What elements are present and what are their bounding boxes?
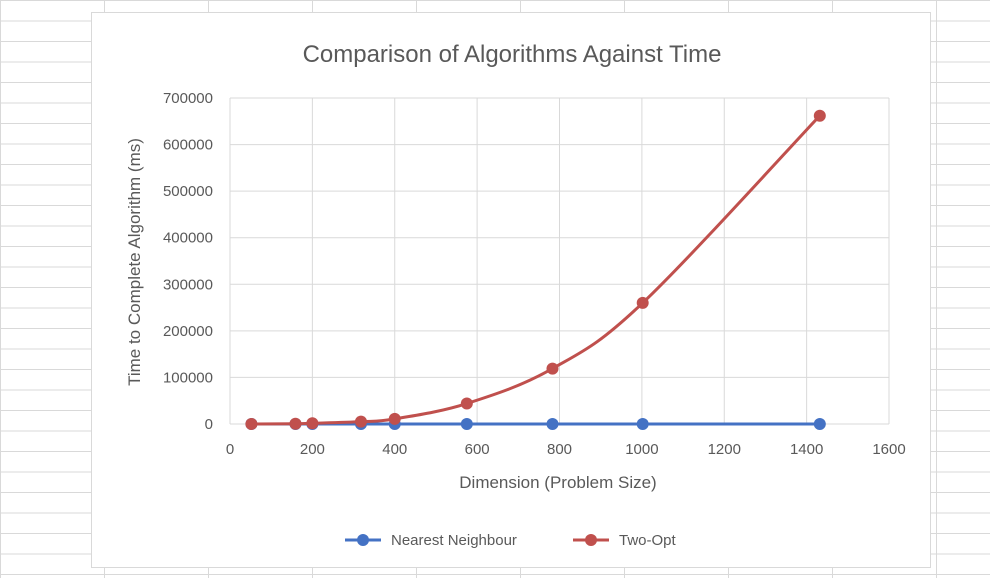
y-tick-label: 600000 <box>163 137 213 154</box>
y-tick-label: 300000 <box>163 276 213 293</box>
x-tick-label: 600 <box>465 441 490 458</box>
data-point-two-opt <box>354 415 367 428</box>
y-axis-title: Time to Complete Algorithm (ms) <box>125 138 144 386</box>
y-axis-ticks: 0 100000 200000 300000 400000 500000 600000 700… <box>163 90 213 433</box>
x-axis-title: Dimension (Problem Size) <box>459 473 656 492</box>
x-tick-label: 1200 <box>708 441 741 458</box>
x-tick-label: 800 <box>547 441 572 458</box>
y-tick-label: 700000 <box>163 90 213 107</box>
y-tick-label: 200000 <box>163 323 213 340</box>
legend-label-two-opt: Two-Opt <box>619 532 677 549</box>
legend-label-nearest-neighbour: Nearest Neighbour <box>391 532 517 549</box>
y-tick-label: 0 <box>205 416 213 433</box>
gridlines <box>229 97 890 425</box>
x-tick-label: 1000 <box>625 441 658 458</box>
legend-marker-two-opt <box>585 534 597 546</box>
legend-marker-nearest-neighbour <box>357 534 369 546</box>
data-point-nearest-neighbour <box>636 418 649 430</box>
data-point-two-opt <box>636 296 649 309</box>
data-point-nearest-neighbour <box>546 418 559 430</box>
series-layer <box>245 109 826 430</box>
data-point-nearest-neighbour <box>460 418 473 430</box>
chart-title: Comparison of Algorithms Against Time <box>303 41 722 68</box>
data-point-two-opt <box>306 417 319 430</box>
data-point-two-opt <box>460 397 473 410</box>
x-axis-ticks: 0 200 400 600 800 1000 1200 1400 1600 <box>226 441 906 458</box>
data-point-two-opt <box>388 412 401 425</box>
data-point-two-opt <box>245 417 258 430</box>
data-point-two-opt <box>546 362 559 375</box>
chart-svg: Comparison of Algorithms Against Time 0 1… <box>125 41 906 549</box>
y-tick-label: 100000 <box>163 369 213 386</box>
legend: Nearest Neighbour Two-Opt <box>345 532 677 549</box>
data-point-two-opt <box>289 417 302 430</box>
x-tick-label: 200 <box>300 441 325 458</box>
series-line-two-opt <box>251 114 821 426</box>
y-tick-label: 500000 <box>163 183 213 200</box>
x-tick-label: 400 <box>382 441 407 458</box>
chart-area: Comparison of Algorithms Against Time 0 1… <box>91 12 931 568</box>
y-tick-label: 400000 <box>163 230 213 247</box>
x-tick-label: 1400 <box>790 441 823 458</box>
x-tick-label: 1600 <box>872 441 905 458</box>
data-point-nearest-neighbour <box>813 418 826 430</box>
data-point-two-opt <box>813 109 826 122</box>
x-tick-label: 0 <box>226 441 234 458</box>
